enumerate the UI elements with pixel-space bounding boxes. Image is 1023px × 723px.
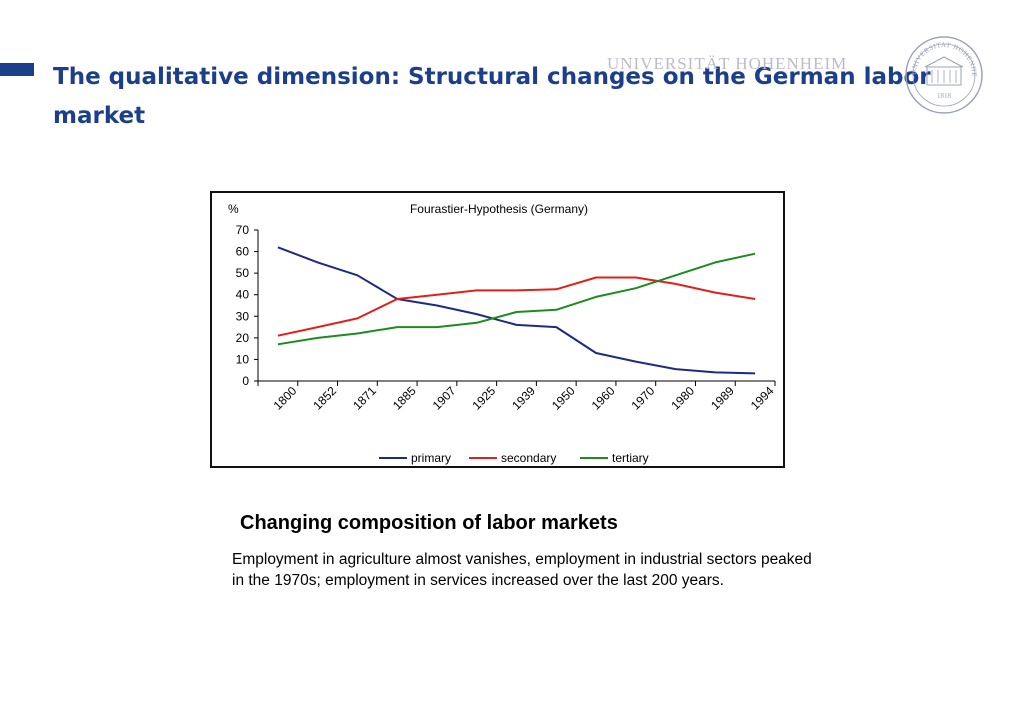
chart-frame: % Fourastier-Hypothesis (Germany) 0 10 20 3…: [210, 191, 785, 468]
legend-label-primary: primary: [411, 451, 451, 465]
section-subtitle: Changing composition of labor markets: [240, 512, 618, 534]
x-tick-label: 1939: [509, 384, 538, 413]
line-chart: % Fourastier-Hypothesis (Germany) 0 10 20 3…: [228, 202, 777, 465]
seal-year: 1818: [937, 92, 952, 100]
y-tick-label: 70: [236, 223, 250, 237]
y-tick-label: 60: [236, 245, 250, 259]
university-logo-text: UNIVERSITÄT HOHENHEIM: [607, 54, 848, 73]
x-tick-label: 1885: [390, 384, 419, 413]
x-tick-label: 1925: [469, 384, 498, 413]
x-tick-label: 1994: [748, 384, 777, 413]
x-tick-label: 1989: [708, 384, 737, 413]
y-axis-label: %: [228, 202, 239, 216]
x-tick-label: 1800: [271, 384, 300, 413]
series-line-secondary: [277, 276, 756, 337]
series-line-tertiary: [277, 252, 756, 346]
body-paragraph: Employment in agriculture almost vanishe…: [232, 551, 812, 589]
y-tick-label: 40: [236, 288, 250, 302]
chart-title: Fourastier-Hypothesis (Germany): [410, 202, 588, 216]
x-tick-label: 1950: [549, 384, 578, 413]
plot-area: 0 10 20 30 40 50 60 70 1800 1852 1871 1885 1907 1925 1…: [236, 223, 777, 413]
series-line-primary: [277, 246, 756, 375]
y-tick-label: 30: [236, 309, 250, 323]
y-tick-label: 10: [236, 352, 250, 366]
y-tick-label: 0: [242, 374, 249, 388]
seal-arc-text: UNIVERSITAT HOHENHEIM: [904, 35, 978, 77]
svg-text:UNIVERSITAT HOHENHEIM: UNIVERSITAT HOHENHEIM: [904, 35, 978, 77]
chart-legend: primary secondary tertiary: [379, 451, 649, 465]
slide-title: The qualitative dimension: Structural ch…: [53, 64, 931, 129]
title-accent-bar: [0, 63, 34, 76]
x-tick-label: 1852: [310, 384, 339, 413]
legend-label-tertiary: tertiary: [612, 451, 649, 465]
x-tick-label: 1980: [668, 384, 697, 413]
legend-label-secondary: secondary: [501, 451, 556, 465]
university-seal-icon: UNIVERSITAT HOHENHEIM 1818: [904, 35, 983, 114]
x-tick-label: 1907: [430, 384, 459, 413]
x-tick-label: 1871: [350, 384, 379, 413]
x-tick-label: 1960: [589, 384, 618, 413]
x-tick-label: 1970: [629, 384, 658, 413]
y-tick-label: 50: [236, 266, 250, 280]
y-tick-label: 20: [236, 331, 250, 345]
